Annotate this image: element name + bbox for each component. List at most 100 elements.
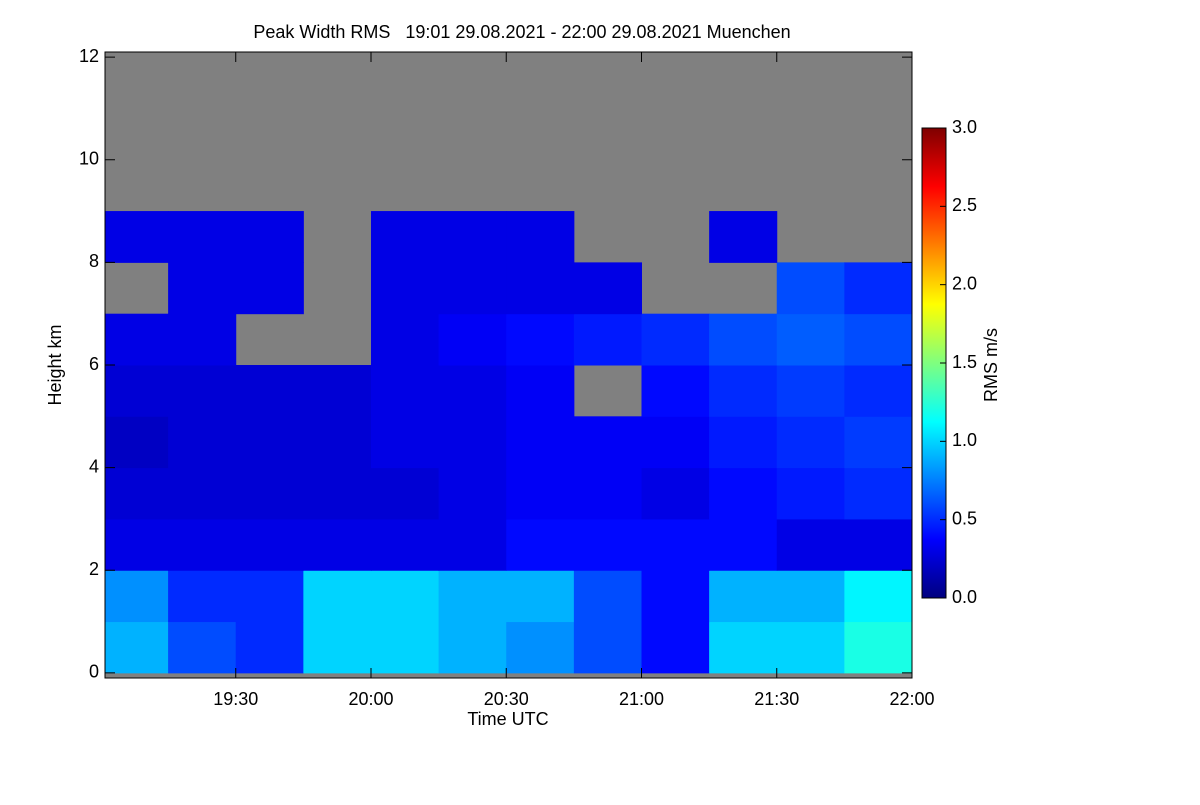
heatmap-cell [776, 621, 845, 674]
heatmap-cell [370, 621, 440, 674]
heatmap-cell [573, 621, 642, 674]
heatmap-cell [105, 313, 169, 366]
heatmap-cell [709, 416, 778, 469]
heatmap-cell [844, 518, 913, 571]
heatmap-cell [641, 365, 710, 417]
heatmap-cell [303, 365, 372, 417]
heatmap-cell [438, 262, 507, 315]
heatmap-cell [506, 365, 575, 417]
heatmap-cell [370, 211, 440, 263]
colorbar-tick-label: 2.0 [952, 273, 977, 293]
heatmap-cell [573, 262, 642, 315]
heatmap-cell [844, 365, 913, 417]
heatmap-cell [641, 621, 710, 674]
heatmap-cell [506, 467, 575, 520]
heatmap-cell [168, 621, 237, 674]
heatmap-cell [370, 570, 440, 623]
heatmap-cell [573, 416, 642, 469]
heatmap-cell [641, 313, 710, 366]
heatmap-cell [506, 262, 575, 315]
heatmap-cell [370, 518, 440, 571]
heatmap-cell [235, 467, 304, 520]
heatmap-cell [844, 621, 913, 674]
heatmap-cell [776, 262, 845, 315]
heatmap-cell [303, 416, 372, 469]
heatmap-cell [709, 365, 778, 417]
heatmap-cell [506, 416, 575, 469]
heatmap-cell [506, 518, 575, 571]
heatmap-cell [573, 313, 642, 366]
y-tick-label: 10 [79, 149, 99, 169]
heatmap-cell [235, 416, 304, 469]
y-tick-label: 8 [89, 251, 99, 271]
x-tick-label: 20:00 [348, 689, 393, 709]
y-tick-label: 6 [89, 354, 99, 374]
heatmap-cell [709, 518, 778, 571]
heatmap-cell [641, 467, 710, 520]
heatmap-cell [844, 313, 913, 366]
x-axis-label: Time UTC [467, 709, 548, 729]
heatmap-cell [776, 365, 845, 417]
x-tick-label: 21:30 [754, 689, 799, 709]
x-tick-label: 20:30 [484, 689, 529, 709]
heatmap-cell [709, 211, 778, 263]
heatmap-cell [105, 621, 169, 674]
heatmap-cell [709, 570, 778, 623]
heatmap-cell [370, 262, 440, 315]
heatmap-cell [235, 621, 304, 674]
heatmap-cell [844, 570, 913, 623]
heatmap-cell [776, 570, 845, 623]
heatmap-cell [844, 416, 913, 469]
heatmap-cell [235, 262, 304, 315]
heatmap-cell [709, 313, 778, 366]
colorbar-tick-label: 0.0 [952, 587, 977, 607]
heatmap-cell [438, 365, 507, 417]
chart-title: Peak Width RMS 19:01 29.08.2021 - 22:00 … [253, 22, 790, 42]
heatmap-cell [506, 621, 575, 674]
y-tick-label: 12 [79, 46, 99, 66]
x-tick-label: 21:00 [619, 689, 664, 709]
heatmap-cell [573, 518, 642, 571]
y-tick-label: 0 [89, 662, 99, 682]
x-tick-label: 19:30 [213, 689, 258, 709]
heatmap-cell [105, 365, 169, 417]
heatmap-cell [709, 467, 778, 520]
colorbar-tick-label: 2.5 [952, 195, 977, 215]
heatmap-cell [844, 262, 913, 315]
heatmap-cell [370, 365, 440, 417]
heatmap-cell [573, 570, 642, 623]
heatmap-cell [168, 211, 237, 263]
colorbar-tick-label: 1.5 [952, 352, 977, 372]
heatmap-cell [168, 262, 237, 315]
heatmap-cell [303, 621, 372, 674]
colorbar-label: RMS m/s [981, 328, 1001, 402]
heatmap-cell [844, 467, 913, 520]
heatmap-cell [506, 570, 575, 623]
heatmap-cell [438, 416, 507, 469]
x-tick-label: 22:00 [889, 689, 934, 709]
heatmap-cell [105, 416, 169, 469]
heatmap-cell [641, 570, 710, 623]
heatmap-cell [168, 313, 237, 366]
heatmap-cell [776, 313, 845, 366]
heatmap-cell [370, 467, 440, 520]
heatmap-cell [438, 570, 507, 623]
heatmap-cell [709, 621, 778, 674]
heatmap-cell [641, 518, 710, 571]
heatmap-cell [776, 518, 845, 571]
heatmap-cell [370, 313, 440, 366]
heatmap-cell [105, 518, 169, 571]
y-tick-label: 2 [89, 559, 99, 579]
heatmap-cell [303, 467, 372, 520]
heatmap-cell [776, 467, 845, 520]
heatmap-cell [776, 416, 845, 469]
heatmap-cell [235, 518, 304, 571]
heatmap-cell [641, 416, 710, 469]
heatmap-cell [235, 365, 304, 417]
colorbar-tick-label: 1.0 [952, 430, 977, 450]
heatmap-cell [438, 211, 507, 263]
heatmap-cell [168, 467, 237, 520]
heatmap-cell [303, 518, 372, 571]
heatmap-cell [105, 467, 169, 520]
heatmap-cell [168, 365, 237, 417]
